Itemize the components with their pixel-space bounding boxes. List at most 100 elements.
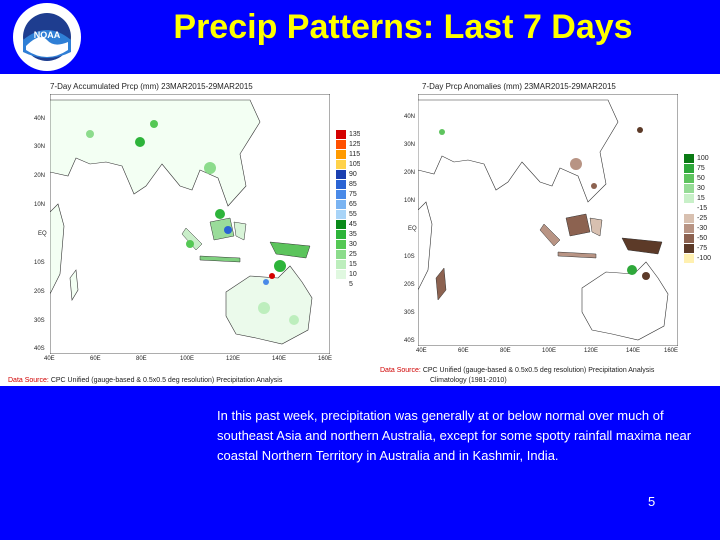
right-panel-title: 7-Day Prcp Anomalies (mm) 23MAR2015-29MA…	[422, 82, 616, 91]
legend-swatch	[684, 214, 694, 224]
legend-label: 85	[349, 181, 357, 188]
right-y-tick: EQ	[408, 226, 417, 232]
legend-swatch	[336, 270, 346, 280]
legend-swatch	[336, 240, 346, 250]
legend-swatch	[684, 234, 694, 244]
left-x-tick: 100E	[180, 356, 195, 362]
left-y-tick: 20S	[34, 289, 45, 295]
left-data-source: Data Source: CPC Unified (gauge-based & …	[8, 377, 282, 384]
left-y-tick: EQ	[38, 231, 47, 237]
legend-swatch	[684, 164, 694, 174]
right-x-tick: 120E	[584, 348, 599, 354]
legend-label: 10	[349, 271, 357, 278]
legend-label: 55	[349, 211, 357, 218]
left-precip-map	[50, 94, 330, 354]
left-y-tick: 40S	[34, 346, 45, 352]
left-x-tick: 140E	[272, 356, 287, 362]
legend-swatch	[684, 184, 694, 194]
right-y-tick: 10S	[404, 254, 415, 260]
legend-swatch	[336, 250, 346, 260]
legend-swatch	[336, 210, 346, 220]
right-x-tick: 160E	[664, 348, 679, 354]
right-y-tick: 20N	[404, 170, 416, 176]
right-x-tick: 60E	[458, 348, 469, 354]
right-data-source: Data Source: CPC Unified (gauge-based & …	[380, 367, 654, 374]
legend-swatch	[684, 194, 694, 204]
legend-swatch	[336, 150, 346, 160]
legend-swatch	[336, 280, 346, 290]
legend-label: -15	[697, 205, 708, 212]
legend-swatch	[684, 254, 694, 264]
legend-swatch	[336, 130, 346, 140]
legend-label: 105	[349, 161, 360, 168]
right-source-climatology: Climatology (1981-2010)	[430, 377, 507, 384]
legend-swatch	[336, 200, 346, 210]
body-text: In this past week, precipitation was gen…	[217, 408, 692, 463]
legend-label: 30	[349, 241, 357, 248]
legend-label: 30	[697, 185, 705, 192]
right-y-tick: 40N	[404, 114, 416, 120]
left-y-tick: 40N	[34, 116, 46, 122]
legend-label: 65	[349, 201, 357, 208]
legend-swatch	[336, 160, 346, 170]
legend-swatch	[336, 140, 346, 150]
right-x-tick: 40E	[416, 348, 427, 354]
right-y-tick: 40S	[404, 338, 415, 344]
legend-label: 15	[349, 261, 357, 268]
legend-swatch	[684, 174, 694, 184]
legend-label: 115	[349, 151, 360, 158]
legend-swatch	[336, 190, 346, 200]
legend-label: -50	[697, 235, 708, 242]
right-x-tick: 80E	[500, 348, 511, 354]
legend-label: 15	[697, 195, 705, 202]
legend-label: 25	[349, 251, 357, 258]
legend-label: 45	[349, 221, 357, 228]
right-y-tick: 20S	[404, 282, 415, 288]
noaa-logo: NOAA	[4, 2, 90, 72]
svg-text:NOAA: NOAA	[34, 30, 61, 40]
legend-swatch	[336, 220, 346, 230]
legend-swatch	[336, 260, 346, 270]
left-x-tick: 120E	[226, 356, 241, 362]
right-y-tick: 30S	[404, 310, 415, 316]
right-source-text: CPC Unified (gauge-based & 0.5x0.5 deg r…	[422, 367, 655, 374]
page-number: 5	[648, 494, 656, 509]
accumulated-precip-panel: 7-Day Accumulated Prcp (mm) 23MAR2015-29…	[0, 74, 360, 386]
legend-swatch	[684, 154, 694, 164]
legend-label: -75	[697, 245, 708, 252]
legend-label: 125	[349, 141, 360, 148]
right-x-tick: 100E	[542, 348, 557, 354]
legend-label: 35	[349, 231, 357, 238]
legend-label: -30	[697, 225, 708, 232]
legend-swatch	[336, 180, 346, 190]
slide-title: Precip Patterns: Last 7 Days	[173, 8, 633, 46]
legend-label: 75	[349, 191, 357, 198]
left-x-tick: 60E	[90, 356, 101, 362]
legend-label: 100	[697, 155, 709, 162]
noaa-logo-icon: NOAA	[13, 3, 81, 71]
right-anomaly-map	[418, 94, 678, 346]
legend-label: 90	[349, 171, 357, 178]
legend-label: 75	[697, 165, 705, 172]
left-y-tick: 20N	[34, 173, 46, 179]
legend-swatch	[684, 224, 694, 234]
left-x-tick: 40E	[44, 356, 55, 362]
legend-label: -25	[697, 215, 708, 222]
right-source-label: Data Source:	[380, 367, 421, 374]
right-x-tick: 140E	[626, 348, 641, 354]
left-source-label: Data Source:	[8, 377, 49, 384]
left-x-tick: 160E	[318, 356, 333, 362]
legend-swatch	[336, 230, 346, 240]
left-panel-title: 7-Day Accumulated Prcp (mm) 23MAR2015-29…	[50, 82, 253, 91]
left-y-tick: 30N	[34, 144, 46, 150]
right-y-tick: 10N	[404, 198, 416, 204]
legend-swatch	[336, 170, 346, 180]
left-source-text: CPC Unified (gauge-based & 0.5x0.5 deg r…	[50, 377, 283, 384]
right-y-tick: 30N	[404, 142, 416, 148]
legend-label: 135	[349, 131, 360, 138]
legend-swatch	[684, 244, 694, 254]
precip-anomaly-panel: 7-Day Prcp Anomalies (mm) 23MAR2015-29MA…	[360, 74, 720, 386]
left-y-tick: 10S	[34, 260, 45, 266]
legend-swatch	[684, 204, 694, 214]
legend-label: -100	[697, 255, 712, 262]
